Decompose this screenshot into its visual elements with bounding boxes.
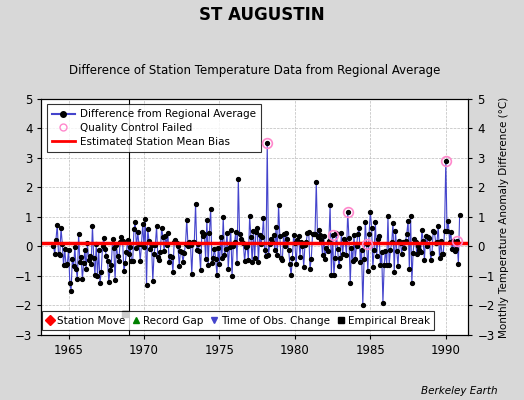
Legend: Station Move, Record Gap, Time of Obs. Change, Empirical Break: Station Move, Record Gap, Time of Obs. C… — [41, 312, 434, 330]
Text: ST AUGUSTIN: ST AUGUSTIN — [199, 6, 325, 24]
Text: Berkeley Earth: Berkeley Earth — [421, 386, 498, 396]
Y-axis label: Monthly Temperature Anomaly Difference (°C): Monthly Temperature Anomaly Difference (… — [499, 96, 509, 338]
Title: Difference of Station Temperature Data from Regional Average: Difference of Station Temperature Data f… — [69, 64, 441, 77]
